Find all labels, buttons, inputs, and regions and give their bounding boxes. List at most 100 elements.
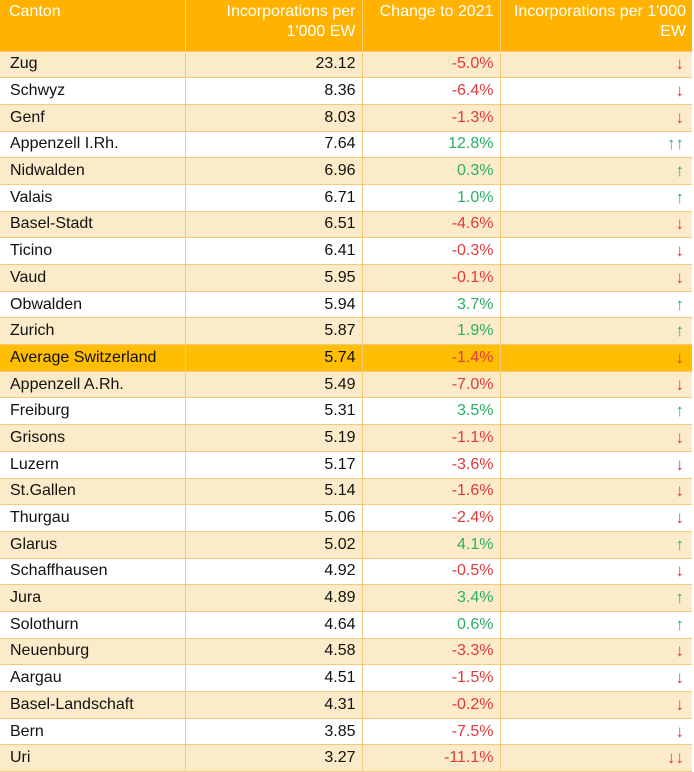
canton-name: St.Gallen bbox=[0, 477, 186, 505]
canton-name: Neuenburg bbox=[0, 637, 186, 665]
table-row: Ticino 6.41 -0.3% ↓ bbox=[0, 237, 692, 265]
table-row: Neuenburg 4.58 -3.3% ↓ bbox=[0, 637, 692, 665]
table-row: Valais 6.71 1.0% ↑ bbox=[0, 183, 692, 212]
table-row: Glarus 5.02 4.1% ↑ bbox=[0, 530, 692, 559]
change-value: 3.7% bbox=[362, 290, 501, 318]
trend-down-arrow-icon: ↓ bbox=[500, 344, 692, 372]
canton-name: Obwalden bbox=[0, 290, 186, 318]
trend-down-arrow-icon: ↓ bbox=[500, 477, 692, 505]
trend-down-arrow-icon: ↓ bbox=[500, 264, 692, 292]
incorporations-value: 5.94 bbox=[185, 290, 363, 318]
trend-down-arrow-icon: ↓ bbox=[500, 103, 692, 132]
trend-up-arrow-icon: ↑ bbox=[500, 584, 692, 612]
incorporations-value: 5.17 bbox=[185, 450, 363, 478]
canton-name: Uri bbox=[0, 744, 186, 772]
trend-up-arrow-icon: ↑ bbox=[500, 183, 692, 212]
table-row: Basel-Landschaft 4.31 -0.2% ↓ bbox=[0, 691, 692, 719]
incorporations-value: 5.02 bbox=[185, 530, 363, 559]
header-incorporations: Incorporations per 1'000 EW bbox=[185, 0, 363, 51]
canton-name: Average Switzerland bbox=[0, 344, 186, 372]
change-value: -0.3% bbox=[362, 237, 501, 265]
canton-name: Nidwalden bbox=[0, 157, 186, 185]
canton-name: Valais bbox=[0, 183, 186, 212]
change-value: -5.0% bbox=[362, 50, 501, 78]
incorporations-value: 4.89 bbox=[185, 584, 363, 612]
trend-down-arrow-icon: ↓↓ bbox=[500, 744, 692, 772]
table-body: Zug 23.12 -5.0% ↓ Schwyz 8.36 -6.4% ↓ Genf 8.03 -1… bbox=[0, 50, 692, 772]
table-row: Nidwalden 6.96 0.3% ↑ bbox=[0, 157, 692, 185]
trend-down-arrow-icon: ↓ bbox=[500, 77, 692, 105]
table-row: Bern 3.85 -7.5% ↓ bbox=[0, 717, 692, 745]
trend-down-arrow-icon: ↓ bbox=[500, 557, 692, 585]
incorporations-value: 4.31 bbox=[185, 691, 363, 719]
change-value: -3.6% bbox=[362, 450, 501, 478]
change-value: -4.6% bbox=[362, 210, 501, 238]
canton-name: Bern bbox=[0, 717, 186, 745]
change-value: -1.4% bbox=[362, 344, 501, 372]
table-row: Uri 3.27 -11.1% ↓↓ bbox=[0, 744, 692, 772]
trend-up-arrow-icon: ↑↑ bbox=[500, 130, 692, 158]
change-value: -1.6% bbox=[362, 477, 501, 505]
table-row: Schaffhausen 4.92 -0.5% ↓ bbox=[0, 557, 692, 585]
trend-down-arrow-icon: ↓ bbox=[500, 637, 692, 665]
incorporations-value: 4.58 bbox=[185, 637, 363, 665]
trend-up-arrow-icon: ↑ bbox=[500, 397, 692, 425]
change-value: -0.2% bbox=[362, 691, 501, 719]
incorporations-value: 23.12 bbox=[185, 50, 363, 78]
incorporations-value: 7.64 bbox=[185, 130, 363, 158]
change-value: -1.1% bbox=[362, 424, 501, 452]
canton-name: Genf bbox=[0, 103, 186, 132]
change-value: -1.5% bbox=[362, 664, 501, 692]
canton-name: Grisons bbox=[0, 424, 186, 452]
table-row: Appenzell I.Rh. 7.64 12.8% ↑↑ bbox=[0, 130, 692, 158]
trend-down-arrow-icon: ↓ bbox=[500, 691, 692, 719]
change-value: -1.3% bbox=[362, 103, 501, 132]
trend-down-arrow-icon: ↓ bbox=[500, 450, 692, 478]
incorporations-value: 4.92 bbox=[185, 557, 363, 585]
trend-down-arrow-icon: ↓ bbox=[500, 210, 692, 238]
incorporations-value: 5.06 bbox=[185, 504, 363, 532]
table-row: Zug 23.12 -5.0% ↓ bbox=[0, 50, 692, 78]
incorporations-value: 6.41 bbox=[185, 237, 363, 265]
change-value: 1.0% bbox=[362, 183, 501, 212]
canton-name: Luzern bbox=[0, 450, 186, 478]
incorporations-value: 3.27 bbox=[185, 744, 363, 772]
change-value: -3.3% bbox=[362, 637, 501, 665]
canton-name: Appenzell I.Rh. bbox=[0, 130, 186, 158]
table-row: Genf 8.03 -1.3% ↓ bbox=[0, 103, 692, 132]
change-value: 0.6% bbox=[362, 610, 501, 639]
canton-name: Vaud bbox=[0, 264, 186, 292]
change-value: -6.4% bbox=[362, 77, 501, 105]
change-value: -11.1% bbox=[362, 744, 501, 772]
header-change: Change to 2021 bbox=[362, 0, 501, 51]
table-row: Thurgau 5.06 -2.4% ↓ bbox=[0, 504, 692, 532]
canton-name: Glarus bbox=[0, 530, 186, 559]
trend-down-arrow-icon: ↓ bbox=[500, 50, 692, 78]
change-value: 12.8% bbox=[362, 130, 501, 158]
trend-down-arrow-icon: ↓ bbox=[500, 370, 692, 398]
change-value: 3.4% bbox=[362, 584, 501, 612]
table-row: Obwalden 5.94 3.7% ↑ bbox=[0, 290, 692, 318]
canton-name: Basel-Stadt bbox=[0, 210, 186, 238]
incorporations-value: 6.51 bbox=[185, 210, 363, 238]
trend-up-arrow-icon: ↑ bbox=[500, 290, 692, 318]
change-value: -0.5% bbox=[362, 557, 501, 585]
table-row: Solothurn 4.64 0.6% ↑ bbox=[0, 610, 692, 639]
table-row: St.Gallen 5.14 -1.6% ↓ bbox=[0, 477, 692, 505]
incorporations-value: 5.87 bbox=[185, 317, 363, 345]
table-row: Jura 4.89 3.4% ↑ bbox=[0, 584, 692, 612]
incorporations-value: 5.19 bbox=[185, 424, 363, 452]
canton-name: Freiburg bbox=[0, 397, 186, 425]
canton-name: Jura bbox=[0, 584, 186, 612]
table-row: Aargau 4.51 -1.5% ↓ bbox=[0, 664, 692, 692]
change-value: 4.1% bbox=[362, 530, 501, 559]
canton-name: Appenzell A.Rh. bbox=[0, 370, 186, 398]
table-row: Luzern 5.17 -3.6% ↓ bbox=[0, 450, 692, 478]
incorporations-value: 5.74 bbox=[185, 344, 363, 372]
change-value: 3.5% bbox=[362, 397, 501, 425]
incorporations-value: 6.96 bbox=[185, 157, 363, 185]
trend-up-arrow-icon: ↑ bbox=[500, 317, 692, 345]
change-value: -7.5% bbox=[362, 717, 501, 745]
